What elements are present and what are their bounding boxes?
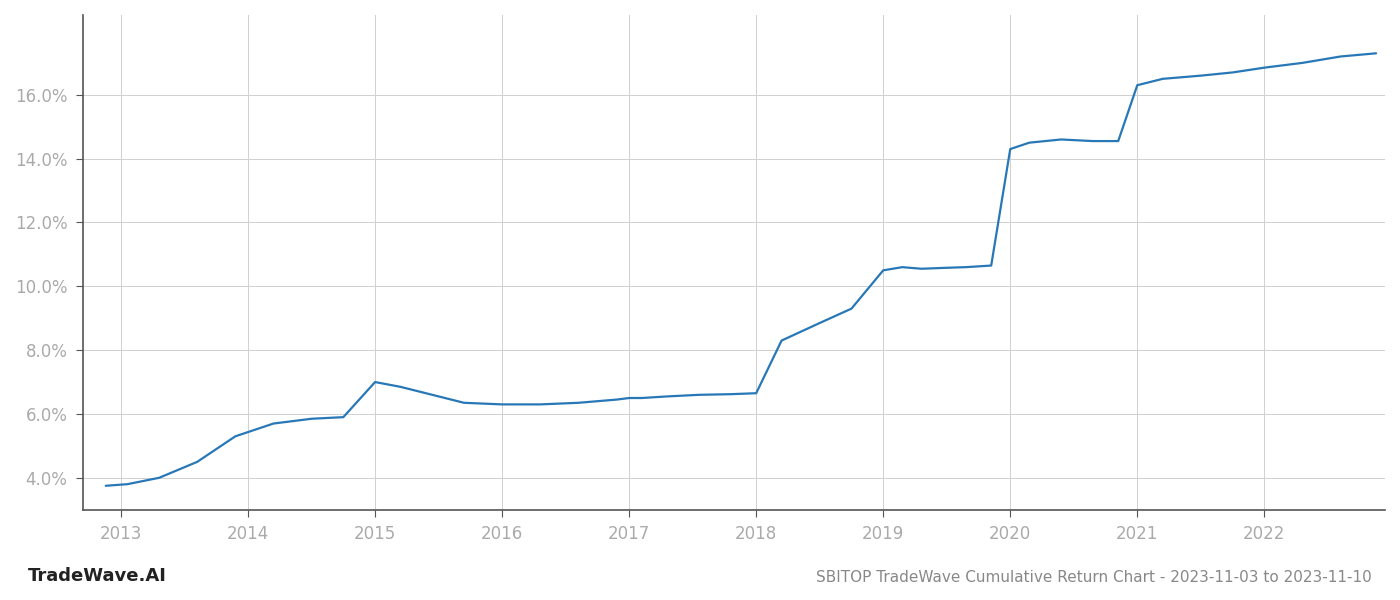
Text: TradeWave.AI: TradeWave.AI xyxy=(28,567,167,585)
Text: SBITOP TradeWave Cumulative Return Chart - 2023-11-03 to 2023-11-10: SBITOP TradeWave Cumulative Return Chart… xyxy=(816,570,1372,585)
